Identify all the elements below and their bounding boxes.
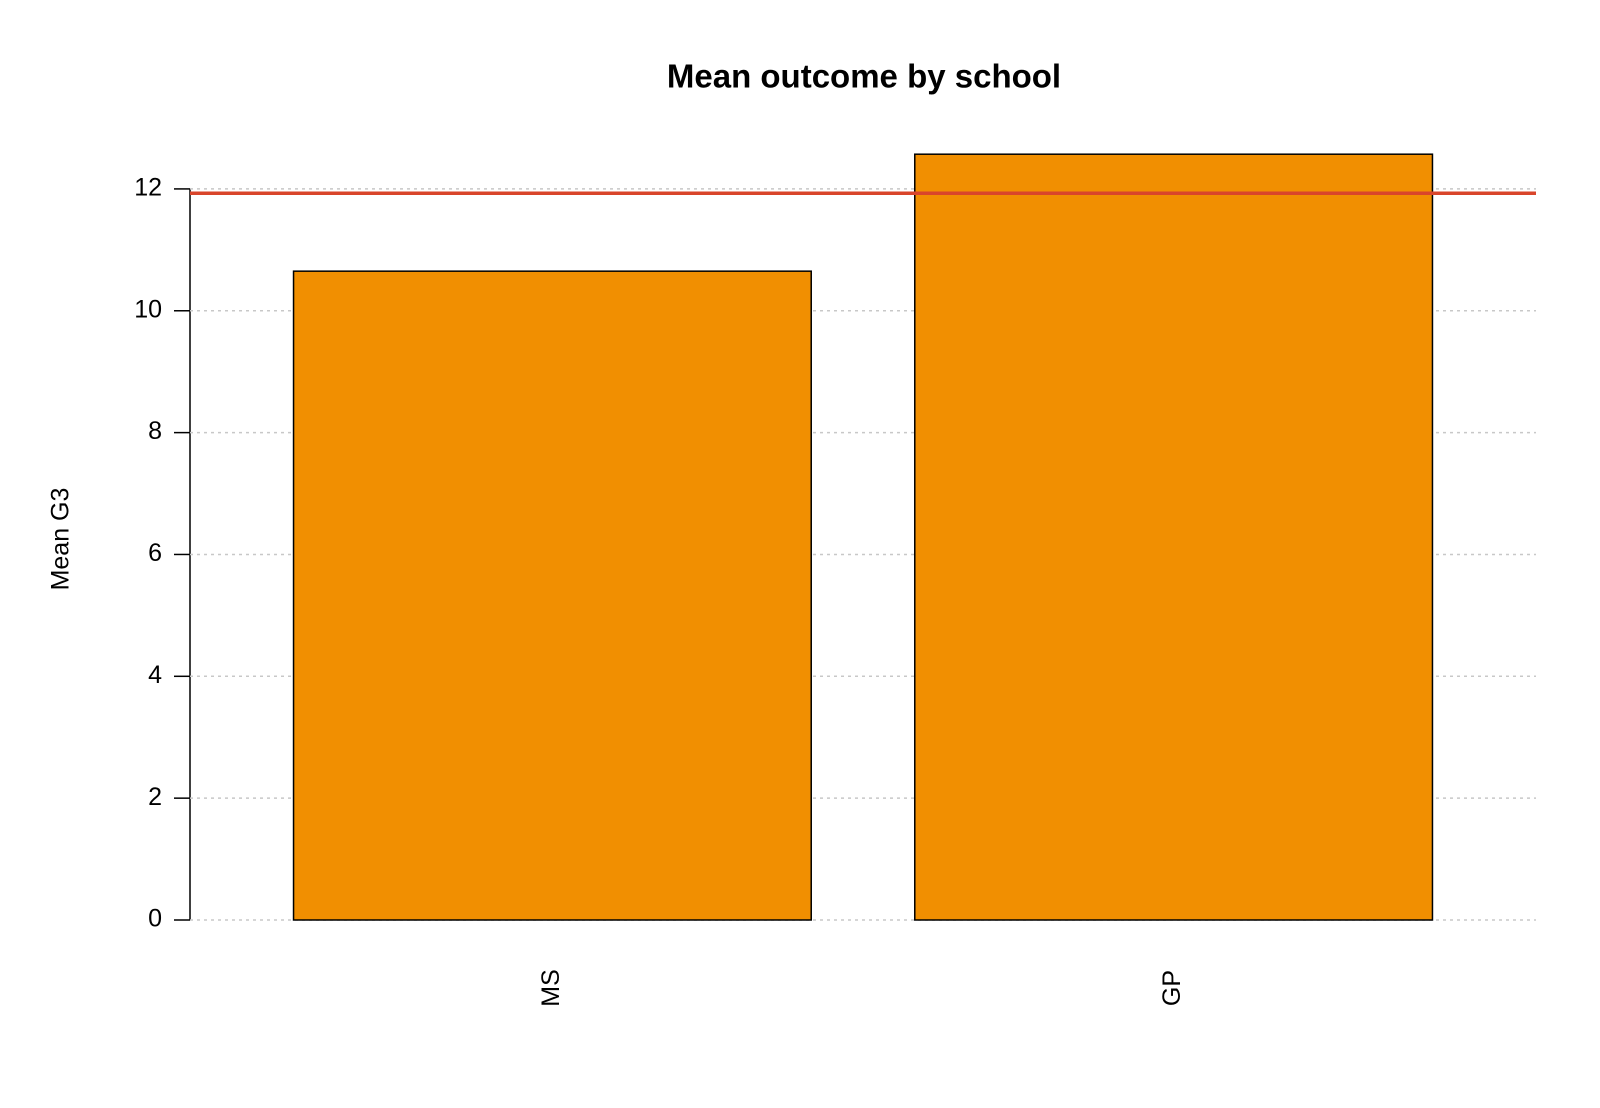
y-tick-label: 4: [148, 661, 162, 689]
y-tick-label: 6: [148, 539, 162, 567]
bar: [292, 270, 812, 921]
y-axis-label: Mean G3: [47, 488, 75, 591]
y-tick-label: 8: [148, 417, 162, 445]
x-tick-label: MS: [537, 969, 565, 1007]
chart-title: Mean outcome by school: [667, 58, 1061, 95]
y-tick-label: 0: [148, 905, 162, 933]
bar: [914, 153, 1434, 921]
y-tick-label: 12: [134, 174, 162, 202]
y-tick-label: 10: [134, 295, 162, 323]
x-tick-label: GP: [1158, 970, 1186, 1006]
y-tick-label: 2: [148, 783, 162, 811]
